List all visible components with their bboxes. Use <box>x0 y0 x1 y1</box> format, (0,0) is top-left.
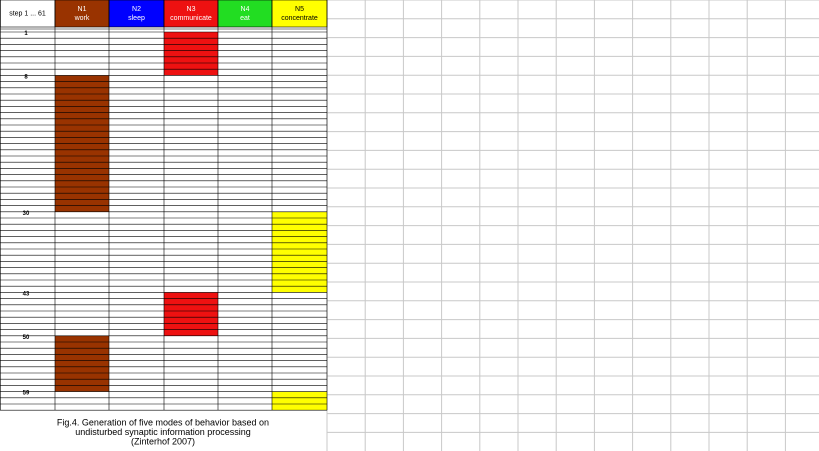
active-block <box>164 292 218 336</box>
step-label: 1 <box>24 31 28 37</box>
header-cell <box>271 0 328 28</box>
step-label: 59 <box>23 391 30 397</box>
active-block <box>272 391 327 411</box>
active-block <box>164 32 218 76</box>
header-text: sleep <box>128 15 145 22</box>
header-text: work <box>74 15 90 22</box>
header-cell <box>108 0 165 28</box>
step-label: 50 <box>23 335 30 341</box>
header-cell <box>217 0 273 28</box>
header-text: N3 <box>187 6 196 13</box>
header-text: communicate <box>170 15 212 22</box>
header-text: eat <box>240 15 250 22</box>
header-text: concentrate <box>281 15 318 22</box>
caption: undisturbed synaptic information process… <box>75 427 251 437</box>
header-cell <box>54 0 110 28</box>
caption: (Zinterhof 2007) <box>131 436 195 446</box>
header-text: N5 <box>295 6 304 13</box>
header-text: N2 <box>132 6 141 13</box>
header-cell <box>163 0 219 28</box>
caption: Fig.4. Generation of five modes of behav… <box>57 417 269 427</box>
header-text: N1 <box>78 6 87 13</box>
header-cell <box>0 0 56 28</box>
header-text: N4 <box>241 6 250 13</box>
active-block <box>55 335 109 392</box>
header-text: step 1 ... 61 <box>9 10 46 17</box>
active-block <box>272 211 327 293</box>
step-label: 43 <box>23 291 30 297</box>
step-label: 30 <box>23 211 30 217</box>
step-label: 8 <box>24 74 28 80</box>
